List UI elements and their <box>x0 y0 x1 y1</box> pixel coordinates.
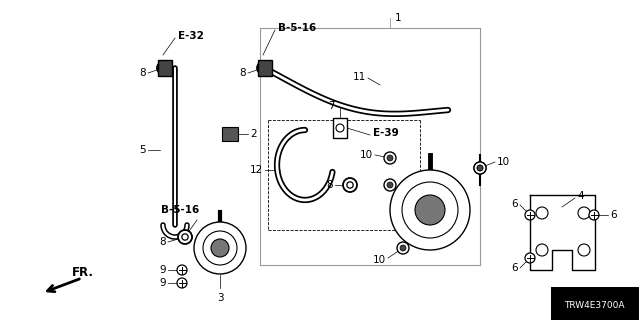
Text: 6: 6 <box>511 263 518 273</box>
Circle shape <box>343 178 357 192</box>
Text: 8: 8 <box>159 237 166 247</box>
Circle shape <box>578 207 590 219</box>
Circle shape <box>525 210 535 220</box>
Circle shape <box>525 253 535 263</box>
Circle shape <box>477 165 483 171</box>
Circle shape <box>536 207 548 219</box>
Bar <box>158 60 172 76</box>
Text: B-5-16: B-5-16 <box>278 23 316 33</box>
Text: 3: 3 <box>217 293 223 303</box>
Bar <box>333 118 347 138</box>
Text: E-39: E-39 <box>373 128 399 138</box>
Circle shape <box>257 62 269 74</box>
Circle shape <box>402 182 458 238</box>
Bar <box>222 127 238 141</box>
Circle shape <box>477 165 483 171</box>
Text: 6: 6 <box>610 210 616 220</box>
Text: 8: 8 <box>140 68 146 78</box>
Text: B-5-16: B-5-16 <box>161 205 199 215</box>
Circle shape <box>415 195 445 225</box>
Circle shape <box>589 210 599 220</box>
Text: FR.: FR. <box>72 267 94 279</box>
Text: 9: 9 <box>159 278 166 288</box>
Circle shape <box>384 152 396 164</box>
Circle shape <box>178 230 192 244</box>
Text: E-32: E-32 <box>178 31 204 41</box>
Text: 10: 10 <box>360 150 373 160</box>
Text: 11: 11 <box>353 72 366 82</box>
Text: 2: 2 <box>250 129 257 139</box>
Text: 5: 5 <box>140 145 146 155</box>
Text: 8: 8 <box>239 68 246 78</box>
Circle shape <box>336 124 344 132</box>
Text: 12: 12 <box>250 165 263 175</box>
Circle shape <box>387 182 393 188</box>
Circle shape <box>157 62 169 74</box>
Text: 10: 10 <box>373 255 386 265</box>
Text: 1: 1 <box>395 13 402 23</box>
Circle shape <box>536 244 548 256</box>
Circle shape <box>347 182 353 188</box>
Text: 7: 7 <box>328 101 335 111</box>
Text: 9: 9 <box>159 265 166 275</box>
Circle shape <box>384 179 396 191</box>
Circle shape <box>400 245 406 251</box>
Circle shape <box>387 155 393 161</box>
Circle shape <box>474 162 486 174</box>
Circle shape <box>177 278 187 288</box>
Circle shape <box>211 239 229 257</box>
Circle shape <box>397 242 409 254</box>
Circle shape <box>160 65 166 71</box>
Circle shape <box>177 265 187 275</box>
Text: 4: 4 <box>577 191 584 201</box>
Circle shape <box>578 244 590 256</box>
Circle shape <box>260 65 266 71</box>
Text: 8: 8 <box>326 180 333 190</box>
Circle shape <box>390 170 470 250</box>
Text: 6: 6 <box>511 199 518 209</box>
Circle shape <box>182 234 188 240</box>
Text: TRW4E3700A: TRW4E3700A <box>564 301 625 310</box>
Circle shape <box>182 232 192 242</box>
Circle shape <box>203 231 237 265</box>
Text: 10: 10 <box>497 157 510 167</box>
Circle shape <box>474 162 486 174</box>
Bar <box>258 60 272 76</box>
Circle shape <box>194 222 246 274</box>
